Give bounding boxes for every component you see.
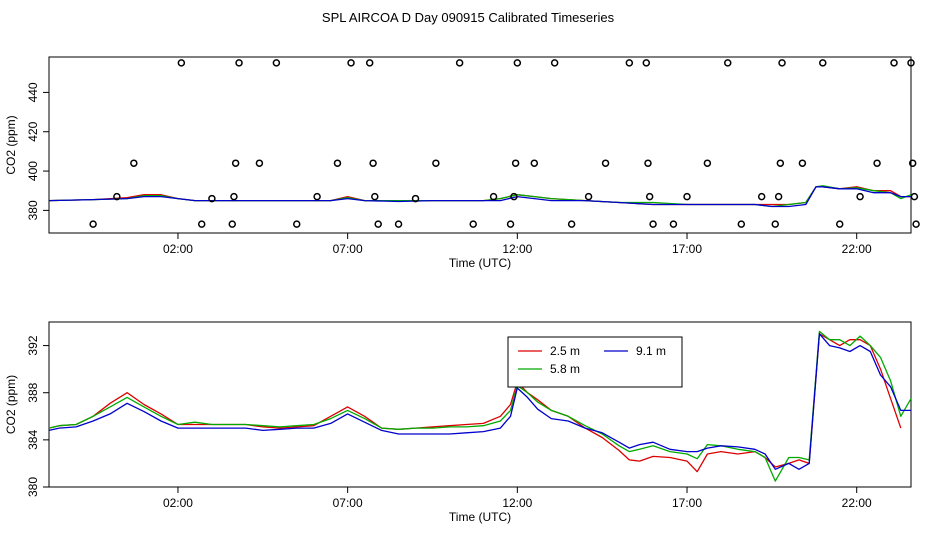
plot-frame: [48, 56, 912, 234]
y-tick-label: 392: [26, 335, 40, 355]
x-tick-label: 02:00: [163, 496, 193, 510]
scatter-point: [513, 59, 522, 67]
scatter-point: [230, 192, 238, 201]
y-tick-label: 420: [26, 121, 40, 141]
scatter-point: [683, 192, 691, 201]
scatter-point: [347, 59, 355, 67]
scatter-point: [469, 220, 477, 228]
x-tick-label: 12:00: [502, 242, 532, 256]
scatter-point: [177, 59, 186, 67]
scatter-point: [455, 59, 464, 67]
scatter-point: [908, 159, 917, 167]
series-line-9-1-m: [48, 186, 911, 208]
y-tick-label: 380: [26, 200, 40, 220]
scatter-point: [89, 220, 97, 228]
scatter-point: [907, 59, 915, 67]
scatter-point: [835, 220, 844, 228]
legend: 2.5 m 9.1 m 5.8 m: [507, 336, 683, 388]
scatter-point: [645, 192, 654, 201]
legend-label: 5.8 m: [550, 362, 580, 376]
scatter-point: [130, 159, 138, 167]
scatter-point: [757, 192, 766, 201]
x-tick-label: 22:00: [842, 242, 872, 256]
scatter-point: [510, 192, 518, 201]
scatter-point: [778, 59, 786, 67]
scatter-point: [737, 220, 746, 228]
scatter-point: [208, 194, 216, 203]
scatter-point: [890, 59, 898, 67]
scatter-point: [625, 59, 634, 67]
bottom-panel: 02:00 07:00 12:00 17:00 22:00 380 384 388 392 Tim…: [4, 321, 912, 524]
scatter-point: [856, 192, 864, 201]
scatter-point: [511, 159, 520, 167]
scatter-point: [601, 159, 610, 167]
scatter-point: [197, 220, 206, 228]
chart-title: SPL AIRCOA D Day 090915 Calibrated Times…: [322, 10, 615, 25]
scatter-point: [644, 159, 652, 167]
scatter-point: [530, 159, 539, 167]
scatter-point: [723, 59, 732, 67]
x-tick-label: 02:00: [163, 242, 193, 256]
scatter-point: [231, 159, 240, 167]
y-axis-label: CO2 (ppm): [4, 115, 18, 174]
series-line-2-5-m: [48, 333, 902, 473]
scatter-point: [394, 220, 403, 228]
y-tick-label: 384: [26, 430, 40, 450]
scatter-point: [703, 159, 712, 167]
y-tick-label: 400: [26, 161, 40, 181]
y-tick-label: 388: [26, 382, 40, 402]
x-axis-label: Time (UTC): [449, 256, 511, 270]
scatter-point: [255, 159, 264, 167]
scatter-point: [292, 220, 301, 228]
scatter-point: [567, 220, 576, 228]
scatter-point: [771, 220, 780, 228]
scatter-point: [798, 159, 807, 167]
x-tick-label: 22:00: [842, 496, 872, 510]
scatter-point: [776, 159, 785, 167]
scatter-point: [313, 192, 321, 201]
scatter-point: [365, 59, 374, 67]
scatter-point: [272, 59, 281, 67]
scatter-point: [489, 192, 498, 201]
x-tick-label: 12:00: [502, 496, 532, 510]
legend-label: 9.1 m: [636, 344, 666, 358]
scatter-point: [642, 59, 651, 67]
scatter-point: [550, 59, 559, 67]
x-tick-label: 07:00: [333, 242, 363, 256]
scatter-point: [506, 220, 515, 228]
scatter-point: [669, 220, 678, 228]
y-tick-label: 440: [26, 82, 40, 102]
scatter-point: [774, 192, 783, 201]
scatter-point: [910, 192, 919, 201]
scatter-point: [432, 159, 440, 167]
scatter-point: [873, 159, 881, 167]
x-tick-label: 17:00: [672, 496, 702, 510]
scatter-point: [912, 220, 920, 228]
series-line-9-1-m: [48, 333, 911, 470]
scatter-point: [819, 59, 827, 67]
plot-frame: [48, 321, 912, 488]
x-tick-label: 07:00: [333, 496, 363, 510]
y-axis-label: CO2 (ppm): [4, 375, 18, 434]
legend-box: [507, 336, 683, 388]
scatter-point: [411, 194, 420, 203]
top-panel: 02:00 07:00 12:00 17:00 22:00 380 400 420 440 Tim…: [4, 56, 920, 270]
x-axis-label: Time (UTC): [449, 510, 511, 524]
y-tick-label: 380: [26, 477, 40, 497]
scatter-point: [371, 192, 379, 201]
scatter-point: [333, 159, 342, 167]
scatter-point: [235, 59, 243, 67]
legend-label: 2.5 m: [550, 344, 580, 358]
scatter-point: [113, 192, 121, 201]
scatter-point: [228, 220, 237, 228]
scatter-point: [369, 159, 377, 167]
x-tick-label: 17:00: [672, 242, 702, 256]
scatter-point: [649, 220, 657, 228]
series-line-5-8-m: [48, 330, 912, 482]
scatter-point: [584, 192, 593, 201]
scatter-point: [374, 220, 382, 228]
